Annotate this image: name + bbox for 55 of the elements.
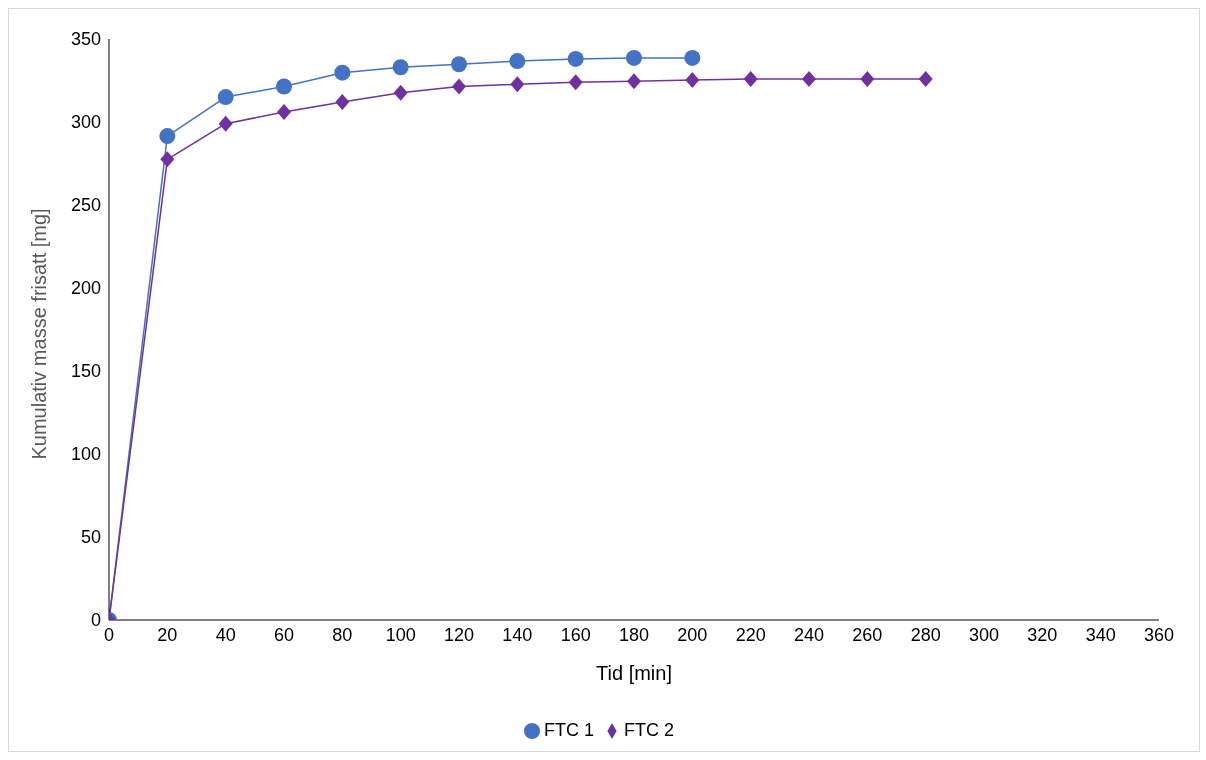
y-tick-label: 350 [70,29,101,50]
x-tick-label: 220 [735,624,766,645]
y-tick-label: 300 [70,112,101,133]
point [802,71,816,88]
x-tick-label: 180 [618,624,650,645]
point [510,76,525,93]
point [627,73,641,90]
x-tick-label: 0 [103,624,115,645]
point [218,115,233,132]
x-tick-label: 360 [1143,624,1175,645]
point [918,71,933,88]
point [451,56,467,73]
y-tick-label: 150 [70,361,101,382]
point [743,71,758,88]
point [276,78,292,95]
point [860,71,875,88]
x-tick-label: 340 [1085,624,1116,645]
point [684,49,701,66]
x-tick-label: 140 [502,624,533,645]
x-tick-label: 120 [443,624,475,645]
x-tick-label: 100 [385,624,416,645]
legend-label: FTC 2 [624,720,675,740]
legend-label: FTC 1 [543,720,594,740]
point [568,74,583,91]
x-tick-label: 240 [793,624,825,645]
y-tick-label: 100 [70,444,101,465]
point [217,89,234,106]
x-axis-title: Tid [min] [596,662,672,684]
x-tick-label: 320 [1027,624,1058,645]
point [160,151,175,168]
x-tick-label: 200 [677,624,708,645]
x-tick-label: 280 [910,624,941,645]
point [393,84,408,101]
y-tick-label: 250 [70,195,101,216]
x-tick-label: 160 [560,624,591,645]
x-tick-label: 300 [968,624,1000,645]
point [392,59,409,76]
y-axis-title: Kumulativ masse frisatt [mg] [28,208,51,460]
y-tick-label: 200 [70,278,101,299]
point [509,53,526,70]
point [567,50,584,67]
x-tick-label: 80 [332,624,353,645]
x-tick-label: 40 [215,624,236,645]
point [685,72,700,88]
x-tick-label: 260 [852,624,883,645]
point [277,104,291,121]
y-tick-label: 0 [90,610,101,631]
point [626,49,642,66]
y-tick-label: 50 [80,527,101,548]
x-tick-label: 60 [273,624,295,645]
point [452,78,466,95]
x-tick-label: 20 [157,624,178,645]
point [335,94,350,111]
point [334,64,351,81]
point [159,128,176,145]
